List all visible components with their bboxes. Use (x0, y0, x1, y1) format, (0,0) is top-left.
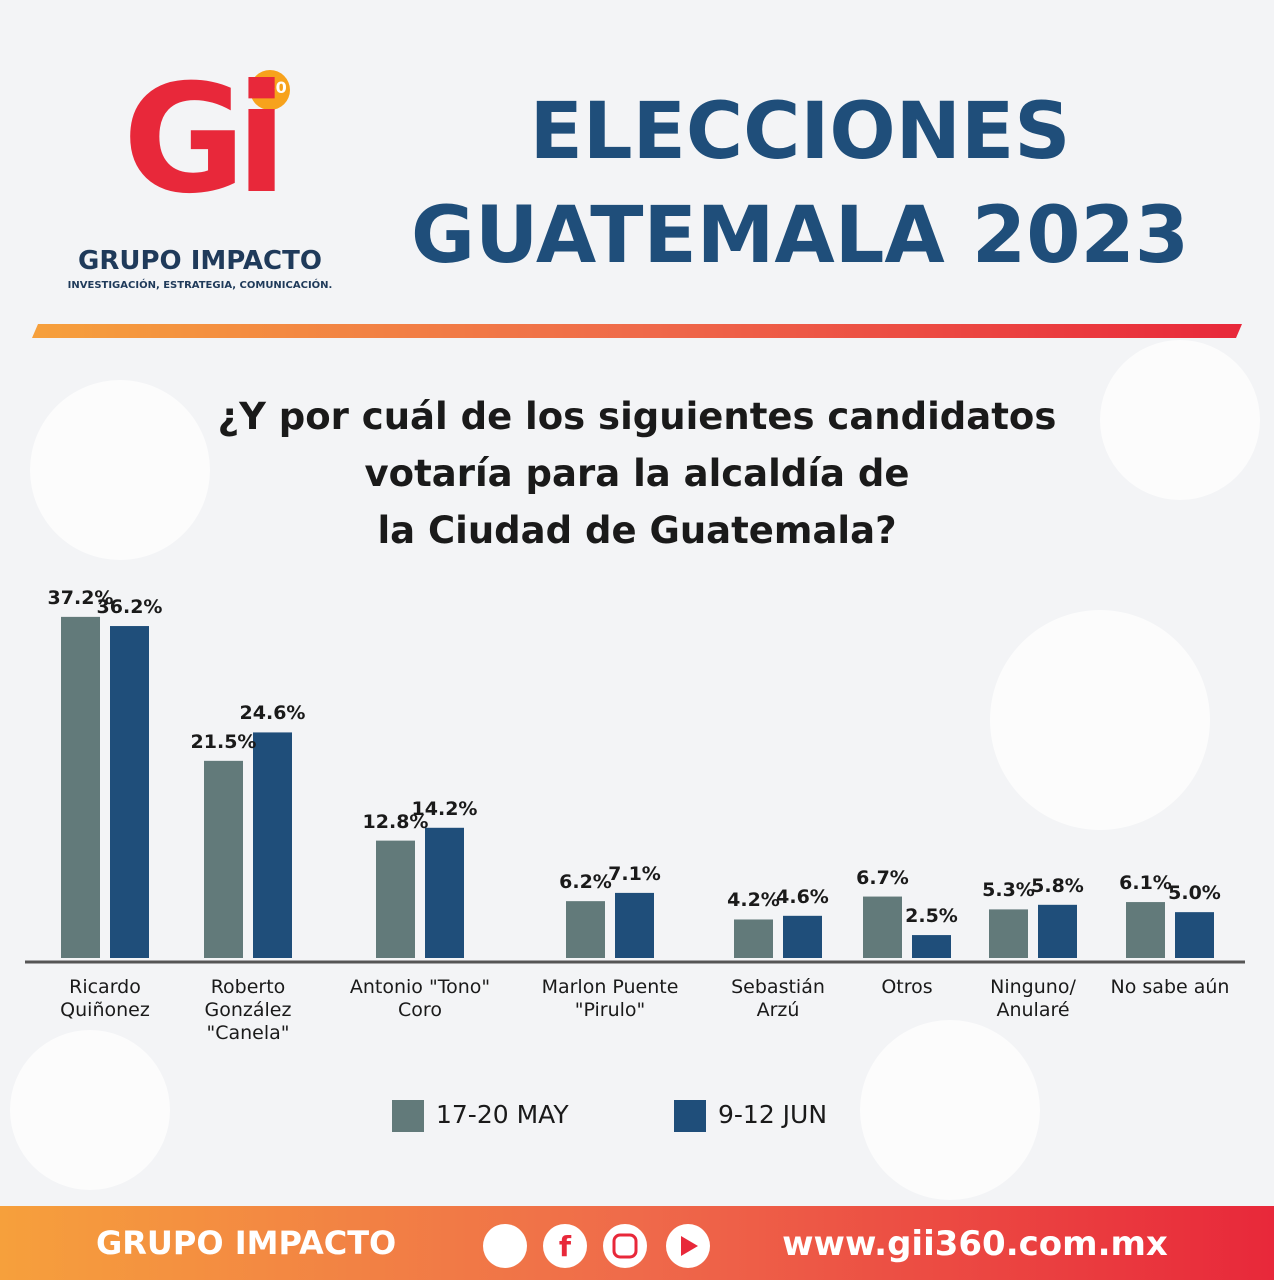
legend-label: 17-20 MAY (436, 1100, 569, 1129)
bar (1038, 904, 1077, 958)
bar (615, 892, 654, 958)
x-tick-label: Antonio "Tono" Coro (349, 976, 491, 1021)
value-label: 4.2% (727, 889, 780, 912)
x-tick-label: Otros (881, 976, 933, 998)
x-tick-label: Marlon Puente "Pirulo" (541, 976, 679, 1021)
bar (863, 896, 902, 958)
x-tick-label: Ninguno/ Anularé (990, 976, 1076, 1021)
legend-swatch (392, 1100, 424, 1132)
legend-label: 9-12 JUN (718, 1100, 828, 1129)
bar (425, 827, 464, 958)
footer-name: GRUPO IMPACTO (96, 1224, 397, 1262)
value-label: 12.8% (362, 810, 429, 833)
x-tick-label: Sebastián Arzú (731, 976, 825, 1021)
bar (61, 616, 100, 958)
logo-name: GRUPO IMPACTO (78, 246, 322, 276)
chart-title: ¿Y por cuál de los siguientes candidatos… (217, 395, 1057, 552)
value-label: 6.2% (559, 871, 612, 894)
svg-text:f: f (559, 1230, 572, 1263)
value-label: 5.3% (982, 879, 1035, 902)
value-label: 21.5% (190, 730, 257, 753)
social-icons: f (483, 1224, 710, 1268)
logo-badge (250, 70, 290, 110)
footer-url: www.gii360.com.mx (782, 1224, 1168, 1264)
x-tick-label: No sabe aún (1110, 976, 1230, 998)
logo-badge-text: 360 (253, 78, 287, 97)
bar (989, 909, 1028, 958)
bar (783, 915, 822, 958)
bar (566, 901, 605, 958)
value-label: 5.0% (1168, 882, 1221, 905)
x-tick-label: Ricardo Quiñonez (60, 976, 150, 1021)
x-tick-label: Roberto González "Canela" (204, 976, 292, 1044)
value-label: 6.7% (856, 866, 909, 889)
value-label: 7.1% (608, 862, 661, 885)
value-label: 4.6% (776, 885, 829, 908)
bar (1175, 912, 1214, 958)
value-label: 14.2% (411, 797, 478, 820)
bar (376, 840, 415, 958)
value-label: 36.2% (96, 596, 163, 619)
bar (110, 626, 149, 958)
bar (253, 732, 292, 958)
divider (32, 324, 1242, 338)
background-pattern (10, 340, 1260, 1200)
logo-tagline: INVESTIGACIÓN, ESTRATEGIA, COMUNICACIÓN. (67, 280, 333, 291)
value-label: 6.1% (1119, 872, 1172, 895)
bar (734, 919, 773, 958)
value-label: 2.5% (905, 905, 958, 928)
title: ELECCIONES GUATEMALA 2023 (410, 87, 1190, 281)
value-label: 5.8% (1031, 874, 1084, 897)
value-label: 24.6% (239, 702, 306, 725)
logo-letters: Gi (122, 53, 288, 227)
bar (204, 760, 243, 958)
bar (1126, 902, 1165, 958)
legend-swatch (674, 1100, 706, 1132)
bar (912, 935, 951, 958)
value-label: 37.2% (47, 586, 114, 609)
